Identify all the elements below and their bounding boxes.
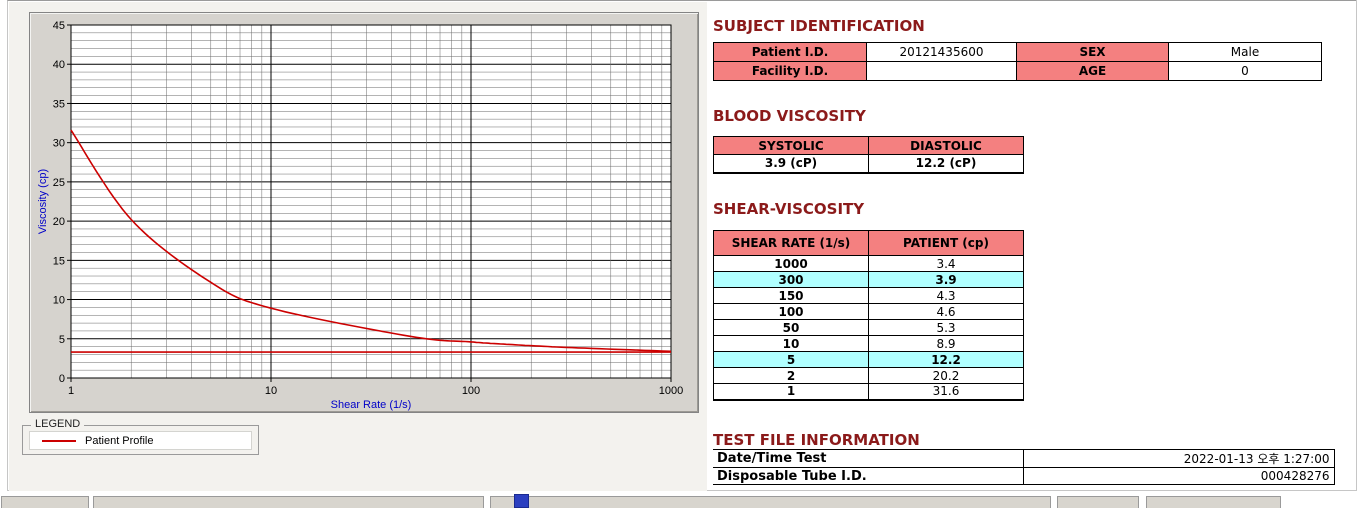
table-row: 5 12.2: [713, 351, 1024, 368]
patient-id-value: 20121435600: [866, 42, 1017, 62]
svg-text:35: 35: [53, 98, 65, 110]
table-row: 300 3.9: [713, 271, 1024, 288]
date-time-value: 2022-01-13 오후 1:27:00: [1022, 449, 1335, 468]
svg-text:0: 0: [59, 373, 65, 385]
svg-text:25: 25: [53, 177, 65, 189]
table-row: 3.9 (cP) 12.2 (cP): [713, 154, 1024, 173]
shear-rate-cell: 5: [713, 351, 869, 368]
table-row: Patient I.D. 20121435600 SEX Male: [713, 42, 1322, 62]
viscosity-cell: 31.6: [868, 383, 1024, 400]
viscosity-chart: 0 5 10 15 20 25 30 35 40 45 1 10 100 1000 Shear Rate (…: [37, 20, 683, 411]
bottom-panel-fragment[interactable]: [1057, 496, 1139, 508]
shear-rate-cell: 2: [713, 367, 869, 384]
table-row: Date/Time Test 2022-01-13 오후 1:27:00: [713, 449, 1335, 468]
svg-text:40: 40: [53, 59, 65, 71]
svg-text:1: 1: [68, 385, 74, 397]
systolic-value: 3.9 (cP): [713, 154, 869, 173]
svg-text:5: 5: [59, 334, 65, 346]
age-value: 0: [1168, 61, 1322, 81]
svg-text:1000: 1000: [659, 385, 683, 397]
svg-text:10: 10: [265, 385, 277, 397]
test-file-information-table: Date/Time Test 2022-01-13 오후 1:27:00 Dis…: [713, 449, 1335, 485]
shear-rate-cell: 1: [713, 383, 869, 400]
legend-title: LEGEND: [31, 418, 85, 430]
bottom-panel-fragment[interactable]: [93, 496, 484, 508]
shear-rate-cell: 150: [713, 287, 869, 304]
viscosity-cell: 20.2: [868, 367, 1024, 384]
legend-entry: Patient Profile: [29, 431, 252, 450]
window-icon[interactable]: [514, 494, 529, 508]
table-row: 150 4.3: [713, 287, 1024, 304]
blood-viscosity-title: BLOOD VISCOSITY: [713, 107, 866, 125]
viscosity-cell: 4.6: [868, 303, 1024, 320]
table-row: Disposable Tube I.D. 000428276: [713, 467, 1335, 485]
table-row: Facility I.D. AGE 0: [713, 61, 1322, 81]
table-row: 100 4.6: [713, 303, 1024, 320]
tube-id-value: 000428276: [1022, 467, 1335, 485]
facility-id-value: [866, 61, 1017, 81]
age-label: AGE: [1016, 61, 1169, 81]
sex-value: Male: [1168, 42, 1322, 62]
viscosity-cell: 8.9: [868, 335, 1024, 352]
svg-text:Viscosity (cp): Viscosity (cp): [37, 169, 49, 234]
viscosity-cell: 5.3: [868, 319, 1024, 336]
bottom-panel-fragment[interactable]: [1146, 496, 1281, 508]
sex-label: SEX: [1016, 42, 1169, 62]
svg-text:20: 20: [53, 216, 65, 228]
table-row: 1000 3.4: [713, 255, 1024, 272]
table-header-row: SHEAR RATE (1/s) PATIENT (cp): [713, 230, 1024, 256]
bottom-panel-fragment[interactable]: [490, 496, 1051, 508]
viscosity-chart-panel: 0 5 10 15 20 25 30 35 40 45 1 10 100 1000 Shear Rate (…: [29, 12, 699, 413]
svg-text:10: 10: [53, 295, 65, 307]
report-view: 0 5 10 15 20 25 30 35 40 45 1 10 100 1000 Shear Rate (…: [7, 0, 1356, 491]
svg-text:45: 45: [53, 20, 65, 32]
shear-rate-cell: 100: [713, 303, 869, 320]
window-edge: [1356, 0, 1357, 491]
table-row: 10 8.9: [713, 335, 1024, 352]
legend-entry-label: Patient Profile: [85, 434, 154, 447]
tube-id-label: Disposable Tube I.D.: [713, 467, 1024, 485]
subject-identification-title: SUBJECT IDENTIFICATION: [713, 17, 925, 35]
chart-region: 0 5 10 15 20 25 30 35 40 45 1 10 100 1000 Shear Rate (…: [9, 2, 707, 491]
shear-viscosity-table: SHEAR RATE (1/s) PATIENT (cp) 1000 3.4 3…: [713, 230, 1024, 401]
subject-identification-table: Patient I.D. 20121435600 SEX Male Facili…: [713, 42, 1322, 81]
svg-text:Shear Rate (1/s): Shear Rate (1/s): [331, 399, 412, 411]
viscosity-cell: 4.3: [868, 287, 1024, 304]
shear-rate-cell: 10: [713, 335, 869, 352]
viscosity-cell: 3.4: [868, 255, 1024, 272]
legend-box: LEGEND Patient Profile: [22, 418, 259, 455]
svg-text:100: 100: [462, 385, 480, 397]
legend-line-swatch: [42, 439, 76, 442]
table-row: 1 31.6: [713, 383, 1024, 400]
shear-viscosity-title: SHEAR-VISCOSITY: [713, 200, 865, 218]
shear-rate-cell: 300: [713, 271, 869, 288]
diastolic-header: DIASTOLIC: [868, 136, 1024, 155]
shear-rate-header: SHEAR RATE (1/s): [713, 230, 869, 256]
svg-text:15: 15: [53, 255, 65, 267]
svg-text:30: 30: [53, 138, 65, 150]
test-file-information-title: TEST FILE INFORMATION: [713, 431, 920, 449]
facility-id-label: Facility I.D.: [713, 61, 867, 81]
table-row: SYSTOLIC DIASTOLIC: [713, 136, 1024, 155]
shear-rate-cell: 1000: [713, 255, 869, 272]
diastolic-value: 12.2 (cP): [868, 154, 1024, 173]
bottom-panel-fragment[interactable]: [1, 496, 89, 508]
patient-cp-header: PATIENT (cp): [868, 230, 1024, 256]
viscosity-cell: 12.2: [868, 351, 1024, 368]
table-row: 2 20.2: [713, 367, 1024, 384]
shear-rate-cell: 50: [713, 319, 869, 336]
systolic-header: SYSTOLIC: [713, 136, 869, 155]
viscosity-cell: 3.9: [868, 271, 1024, 288]
blood-viscosity-table: SYSTOLIC DIASTOLIC 3.9 (cP) 12.2 (cP): [713, 136, 1024, 174]
patient-id-label: Patient I.D.: [713, 42, 867, 62]
date-time-label: Date/Time Test: [713, 449, 1024, 468]
table-row: 50 5.3: [713, 319, 1024, 336]
